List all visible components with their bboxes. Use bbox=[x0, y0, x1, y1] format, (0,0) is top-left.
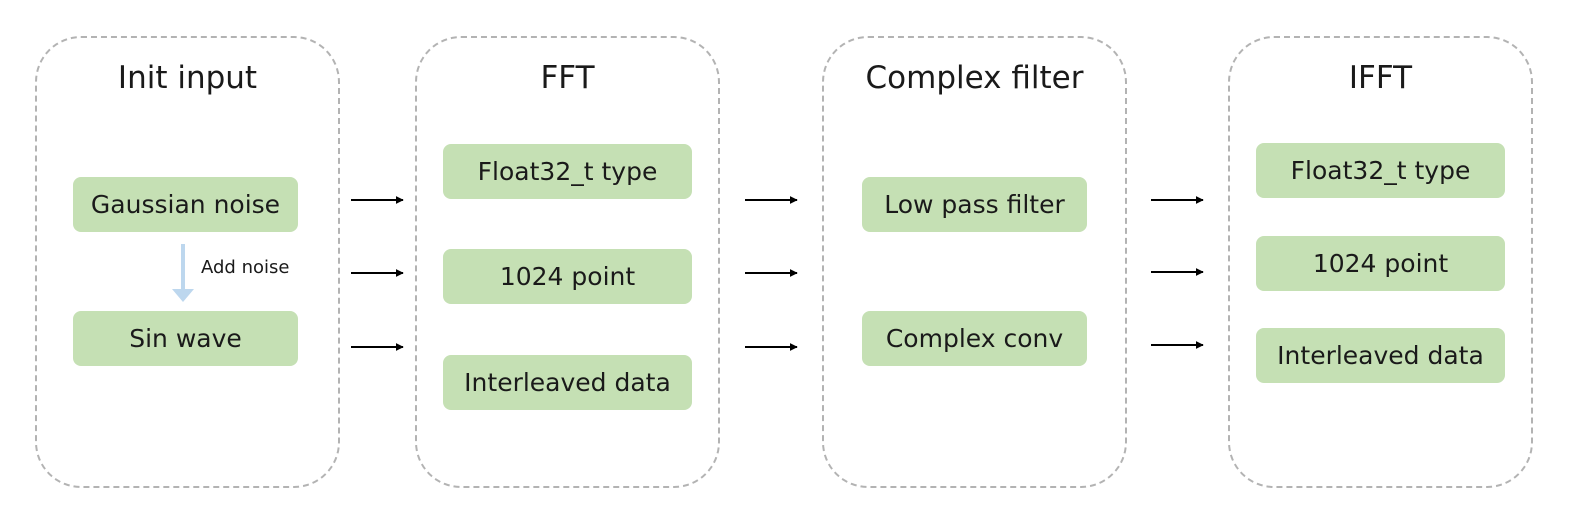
node-interleaved-data: Interleaved data bbox=[443, 355, 692, 410]
group-title: Init input bbox=[117, 60, 258, 96]
add-noise-arrow bbox=[172, 244, 194, 302]
node-sin-wave: Sin wave bbox=[73, 311, 298, 366]
node-1024-point: 1024 point bbox=[443, 249, 692, 304]
node-float32-type: Float32_t type bbox=[1256, 143, 1505, 198]
group-title: FFT bbox=[540, 60, 595, 96]
node-low-pass-filter: Low pass filter bbox=[862, 177, 1087, 232]
group-title: IFFT bbox=[1348, 60, 1413, 96]
node-1024-point: 1024 point bbox=[1256, 236, 1505, 291]
edge-label-add-noise: Add noise bbox=[201, 257, 290, 278]
group-title: Complex filter bbox=[865, 60, 1084, 96]
group-init-input: Init input bbox=[35, 36, 340, 488]
node-interleaved-data: Interleaved data bbox=[1256, 328, 1505, 383]
node-gaussian-noise: Gaussian noise bbox=[73, 177, 298, 232]
node-complex-conv: Complex conv bbox=[862, 311, 1087, 366]
group-complex-filter: Complex filter bbox=[822, 36, 1127, 488]
group-fft: FFT bbox=[415, 36, 720, 488]
group-ifft: IFFT bbox=[1228, 36, 1533, 488]
node-float32-type: Float32_t type bbox=[443, 144, 692, 199]
